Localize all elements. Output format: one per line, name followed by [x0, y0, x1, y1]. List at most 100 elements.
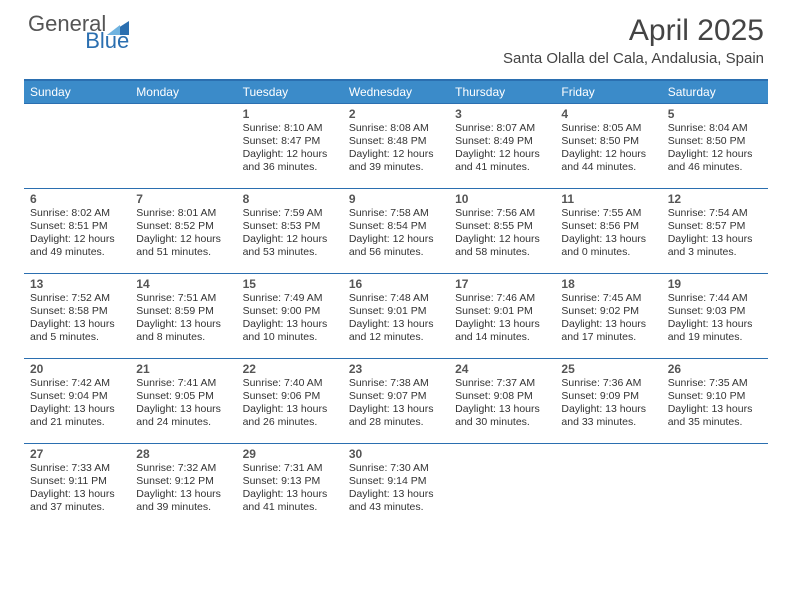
calendar-day-cell: 16Sunrise: 7:48 AMSunset: 9:01 PMDayligh…: [343, 274, 449, 359]
sunset-line: Sunset: 8:48 PM: [349, 135, 443, 148]
calendar-day-cell: 14Sunrise: 7:51 AMSunset: 8:59 PMDayligh…: [130, 274, 236, 359]
sunset-line: Sunset: 8:50 PM: [668, 135, 762, 148]
day-number: 11: [561, 192, 655, 206]
daylight-line: Daylight: 13 hours and 19 minutes.: [668, 318, 762, 344]
daylight-line: Daylight: 13 hours and 10 minutes.: [243, 318, 337, 344]
sunrise-line: Sunrise: 7:46 AM: [455, 292, 549, 305]
day-number: 10: [455, 192, 549, 206]
calendar-day-cell: 24Sunrise: 7:37 AMSunset: 9:08 PMDayligh…: [449, 359, 555, 444]
daylight-line: Daylight: 13 hours and 12 minutes.: [349, 318, 443, 344]
calendar-day-cell: 7Sunrise: 8:01 AMSunset: 8:52 PMDaylight…: [130, 189, 236, 274]
title-block: April 2025 Santa Olalla del Cala, Andalu…: [503, 14, 764, 67]
sunset-line: Sunset: 9:05 PM: [136, 390, 230, 403]
sunset-line: Sunset: 9:02 PM: [561, 305, 655, 318]
sunrise-line: Sunrise: 7:52 AM: [30, 292, 124, 305]
day-number: 18: [561, 277, 655, 291]
daylight-line: Daylight: 13 hours and 26 minutes.: [243, 403, 337, 429]
calendar-day-cell: 3Sunrise: 8:07 AMSunset: 8:49 PMDaylight…: [449, 104, 555, 189]
sunrise-line: Sunrise: 8:07 AM: [455, 122, 549, 135]
sunrise-line: Sunrise: 7:32 AM: [136, 462, 230, 475]
day-number: 8: [243, 192, 337, 206]
sunset-line: Sunset: 9:03 PM: [668, 305, 762, 318]
sunset-line: Sunset: 8:54 PM: [349, 220, 443, 233]
day-number: 7: [136, 192, 230, 206]
daylight-line: Daylight: 13 hours and 33 minutes.: [561, 403, 655, 429]
sunset-line: Sunset: 8:47 PM: [243, 135, 337, 148]
sunset-line: Sunset: 8:53 PM: [243, 220, 337, 233]
sunrise-line: Sunrise: 8:04 AM: [668, 122, 762, 135]
sunrise-line: Sunrise: 8:02 AM: [30, 207, 124, 220]
logo: GeneralBlue: [28, 14, 129, 52]
calendar-day-cell: 6Sunrise: 8:02 AMSunset: 8:51 PMDaylight…: [24, 189, 130, 274]
calendar-day-cell: 15Sunrise: 7:49 AMSunset: 9:00 PMDayligh…: [237, 274, 343, 359]
calendar-day-cell: 22Sunrise: 7:40 AMSunset: 9:06 PMDayligh…: [237, 359, 343, 444]
calendar-empty-cell: [555, 444, 661, 529]
sunset-line: Sunset: 9:11 PM: [30, 475, 124, 488]
sunrise-line: Sunrise: 7:54 AM: [668, 207, 762, 220]
calendar-day-cell: 25Sunrise: 7:36 AMSunset: 9:09 PMDayligh…: [555, 359, 661, 444]
calendar-week-row: 13Sunrise: 7:52 AMSunset: 8:58 PMDayligh…: [24, 274, 768, 359]
calendar-day-cell: 5Sunrise: 8:04 AMSunset: 8:50 PMDaylight…: [662, 104, 768, 189]
day-number: 15: [243, 277, 337, 291]
calendar-day-cell: 10Sunrise: 7:56 AMSunset: 8:55 PMDayligh…: [449, 189, 555, 274]
day-number: 29: [243, 447, 337, 461]
sunrise-line: Sunrise: 7:38 AM: [349, 377, 443, 390]
calendar-day-cell: 1Sunrise: 8:10 AMSunset: 8:47 PMDaylight…: [237, 104, 343, 189]
day-number: 27: [30, 447, 124, 461]
sunrise-line: Sunrise: 7:33 AM: [30, 462, 124, 475]
weekday-header: Tuesday: [237, 80, 343, 104]
sunrise-line: Sunrise: 7:56 AM: [455, 207, 549, 220]
calendar-day-cell: 29Sunrise: 7:31 AMSunset: 9:13 PMDayligh…: [237, 444, 343, 529]
calendar-day-cell: 23Sunrise: 7:38 AMSunset: 9:07 PMDayligh…: [343, 359, 449, 444]
calendar-empty-cell: [24, 104, 130, 189]
calendar-day-cell: 8Sunrise: 7:59 AMSunset: 8:53 PMDaylight…: [237, 189, 343, 274]
sunset-line: Sunset: 9:06 PM: [243, 390, 337, 403]
daylight-line: Daylight: 13 hours and 5 minutes.: [30, 318, 124, 344]
sunrise-line: Sunrise: 7:35 AM: [668, 377, 762, 390]
day-number: 9: [349, 192, 443, 206]
weekday-header: Thursday: [449, 80, 555, 104]
sunset-line: Sunset: 9:08 PM: [455, 390, 549, 403]
sunrise-line: Sunrise: 7:42 AM: [30, 377, 124, 390]
daylight-line: Daylight: 12 hours and 44 minutes.: [561, 148, 655, 174]
daylight-line: Daylight: 12 hours and 36 minutes.: [243, 148, 337, 174]
sunrise-line: Sunrise: 8:08 AM: [349, 122, 443, 135]
daylight-line: Daylight: 13 hours and 3 minutes.: [668, 233, 762, 259]
sunrise-line: Sunrise: 7:55 AM: [561, 207, 655, 220]
sunset-line: Sunset: 9:01 PM: [455, 305, 549, 318]
day-number: 13: [30, 277, 124, 291]
sunset-line: Sunset: 9:04 PM: [30, 390, 124, 403]
sunrise-line: Sunrise: 7:36 AM: [561, 377, 655, 390]
sunset-line: Sunset: 9:01 PM: [349, 305, 443, 318]
month-title: April 2025: [503, 14, 764, 48]
sunset-line: Sunset: 9:14 PM: [349, 475, 443, 488]
calendar-day-cell: 18Sunrise: 7:45 AMSunset: 9:02 PMDayligh…: [555, 274, 661, 359]
sunset-line: Sunset: 8:55 PM: [455, 220, 549, 233]
calendar-day-cell: 11Sunrise: 7:55 AMSunset: 8:56 PMDayligh…: [555, 189, 661, 274]
calendar-week-row: 27Sunrise: 7:33 AMSunset: 9:11 PMDayligh…: [24, 444, 768, 529]
daylight-line: Daylight: 13 hours and 24 minutes.: [136, 403, 230, 429]
daylight-line: Daylight: 12 hours and 46 minutes.: [668, 148, 762, 174]
sunset-line: Sunset: 9:13 PM: [243, 475, 337, 488]
sunrise-line: Sunrise: 7:30 AM: [349, 462, 443, 475]
daylight-line: Daylight: 12 hours and 41 minutes.: [455, 148, 549, 174]
daylight-line: Daylight: 12 hours and 49 minutes.: [30, 233, 124, 259]
day-number: 22: [243, 362, 337, 376]
sunset-line: Sunset: 8:51 PM: [30, 220, 124, 233]
location: Santa Olalla del Cala, Andalusia, Spain: [503, 50, 764, 67]
sunrise-line: Sunrise: 7:44 AM: [668, 292, 762, 305]
sunrise-line: Sunrise: 7:49 AM: [243, 292, 337, 305]
sunrise-line: Sunrise: 7:41 AM: [136, 377, 230, 390]
sunset-line: Sunset: 8:56 PM: [561, 220, 655, 233]
calendar-day-cell: 30Sunrise: 7:30 AMSunset: 9:14 PMDayligh…: [343, 444, 449, 529]
day-number: 25: [561, 362, 655, 376]
sunset-line: Sunset: 9:00 PM: [243, 305, 337, 318]
calendar-day-cell: 26Sunrise: 7:35 AMSunset: 9:10 PMDayligh…: [662, 359, 768, 444]
sunset-line: Sunset: 9:10 PM: [668, 390, 762, 403]
calendar-week-row: 6Sunrise: 8:02 AMSunset: 8:51 PMDaylight…: [24, 189, 768, 274]
daylight-line: Daylight: 12 hours and 53 minutes.: [243, 233, 337, 259]
daylight-line: Daylight: 13 hours and 17 minutes.: [561, 318, 655, 344]
header: GeneralBlue April 2025 Santa Olalla del …: [0, 0, 792, 73]
sunset-line: Sunset: 8:50 PM: [561, 135, 655, 148]
sunset-line: Sunset: 8:52 PM: [136, 220, 230, 233]
